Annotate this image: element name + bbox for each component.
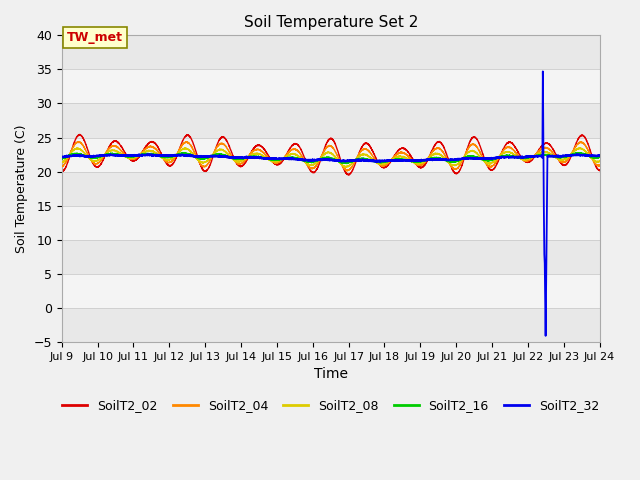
Legend: SoilT2_02, SoilT2_04, SoilT2_08, SoilT2_16, SoilT2_32: SoilT2_02, SoilT2_04, SoilT2_08, SoilT2_…	[58, 394, 604, 417]
Bar	[62, 138, 600, 171]
Bar	[62, 171, 600, 205]
Bar	[62, 274, 600, 308]
Text: TW_met: TW_met	[67, 31, 123, 44]
Title: Soil Temperature Set 2: Soil Temperature Set 2	[243, 15, 418, 30]
Bar	[62, 240, 600, 274]
Y-axis label: Soil Temperature (C): Soil Temperature (C)	[15, 124, 28, 253]
Bar	[62, 70, 600, 104]
X-axis label: Time: Time	[314, 367, 348, 381]
Bar	[62, 104, 600, 138]
Bar	[62, 205, 600, 240]
Bar	[62, 36, 600, 70]
Bar	[62, 308, 600, 342]
